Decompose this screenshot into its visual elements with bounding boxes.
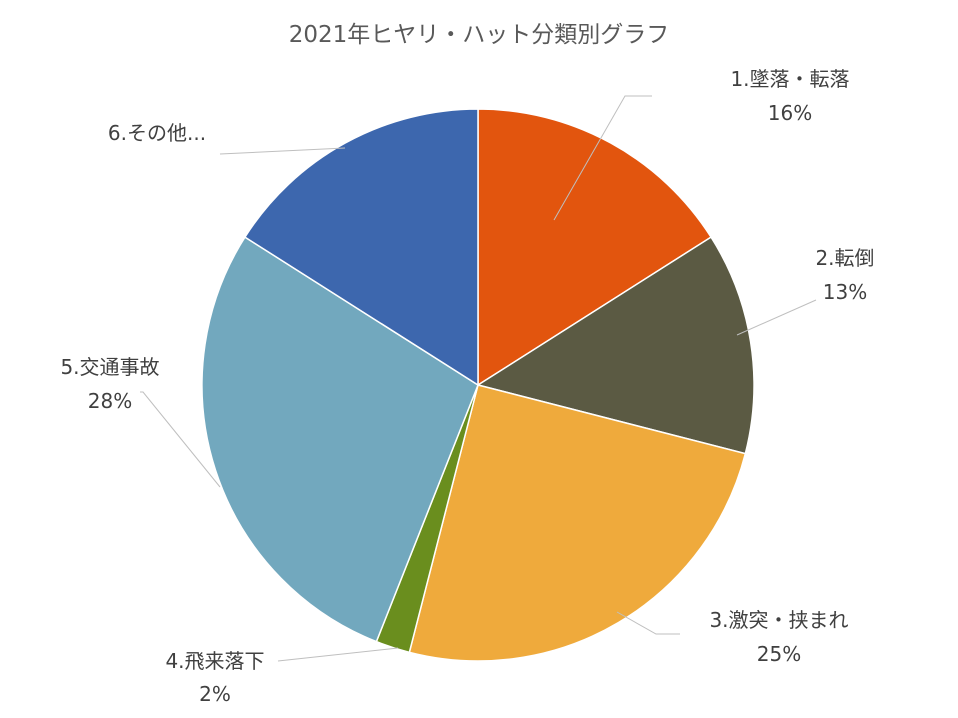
pie-slice-3 (408, 384, 747, 662)
pie-slice-6 (243, 108, 479, 387)
leader-line-5 (140, 391, 221, 488)
slice-labels: 1.墜落・転落 16% 2.転倒 13% 3.激突・挟まれ 25% 4.飛来落下 2% 5.交通… (60, 67, 874, 706)
pie-slices (201, 108, 755, 662)
leader-line-1 (553, 95, 652, 221)
slice-label-6: 6.その他... (108, 121, 206, 145)
slice-percent-3: 25% (757, 642, 801, 666)
leader-line-3 (616, 611, 680, 635)
slice-label-2: 2.転倒 (815, 246, 874, 270)
slice-percent-1: 16% (768, 101, 812, 125)
pie-slice-1 (477, 108, 713, 387)
leader-line-6 (219, 147, 346, 155)
slice-percent-2: 13% (823, 280, 867, 304)
leader-lines (140, 95, 817, 662)
slice-percent-5: 28% (88, 389, 132, 413)
slice-label-4: 4.飛来落下 (165, 649, 264, 673)
chart-title: 2021年ヒヤリ・ハット分類別グラフ (289, 22, 670, 48)
pie-slice-2 (476, 236, 755, 455)
slice-label-1: 1.墜落・転落 (730, 67, 849, 91)
leader-line-2 (736, 299, 817, 336)
pie-slice-5 (201, 236, 479, 643)
leader-line-4 (277, 647, 399, 662)
slice-percent-4: 2% (199, 682, 231, 706)
slice-label-5: 5.交通事故 (60, 355, 159, 379)
slice-label-3: 3.激突・挟まれ (709, 608, 848, 632)
